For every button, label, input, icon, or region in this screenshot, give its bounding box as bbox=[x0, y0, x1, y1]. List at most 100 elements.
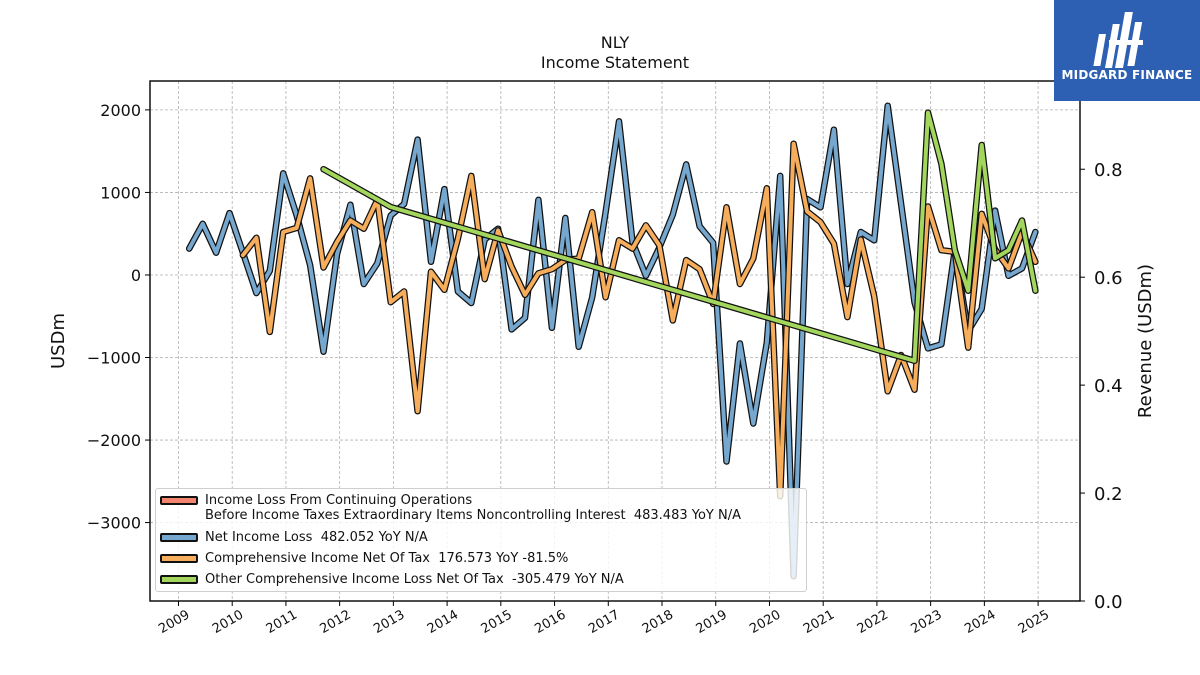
data-point bbox=[255, 237, 257, 239]
data-point bbox=[1021, 267, 1023, 269]
y2-tick-label: 0.4 bbox=[1094, 376, 1123, 397]
data-point bbox=[846, 283, 849, 285]
data-point bbox=[766, 187, 768, 189]
data-point bbox=[309, 177, 311, 179]
data-point bbox=[725, 460, 728, 463]
data-point bbox=[296, 227, 298, 229]
data-point bbox=[282, 231, 284, 233]
data-point bbox=[940, 343, 943, 345]
data-point bbox=[967, 347, 969, 349]
data-point bbox=[524, 294, 526, 296]
data-point bbox=[806, 210, 808, 212]
series-line bbox=[187, 103, 1038, 579]
data-point bbox=[927, 347, 929, 349]
legend-item: Net Income Loss 482.052 YoY N/A bbox=[160, 530, 428, 545]
data-point bbox=[913, 389, 916, 391]
axes bbox=[149, 80, 1081, 602]
data-point bbox=[1007, 267, 1010, 269]
data-point bbox=[591, 211, 593, 213]
data-point bbox=[591, 296, 593, 298]
data-point bbox=[793, 143, 795, 145]
data-point bbox=[349, 204, 351, 206]
data-point bbox=[390, 301, 392, 303]
data-point bbox=[390, 214, 392, 217]
legend-swatch bbox=[160, 533, 198, 542]
data-point bbox=[712, 242, 714, 244]
y-tick-label: 0 bbox=[131, 266, 141, 285]
data-point bbox=[967, 290, 969, 292]
data-point bbox=[1034, 231, 1036, 233]
data-point bbox=[981, 213, 983, 215]
data-point bbox=[1021, 219, 1023, 222]
data-point bbox=[443, 188, 445, 190]
data-point bbox=[618, 239, 620, 241]
data-point bbox=[833, 243, 835, 245]
data-point bbox=[578, 346, 580, 348]
plot-frame bbox=[149, 80, 1081, 602]
x-tick-label: 2010 bbox=[210, 607, 246, 637]
x-tick-label: 2022 bbox=[855, 607, 891, 637]
data-point bbox=[551, 268, 553, 270]
data-point bbox=[511, 266, 513, 268]
data-point bbox=[873, 295, 875, 297]
data-point bbox=[537, 199, 540, 201]
data-point bbox=[363, 228, 365, 230]
data-point bbox=[994, 257, 996, 259]
data-point bbox=[403, 290, 405, 293]
y-tick-label: 1000 bbox=[100, 183, 141, 202]
data-point bbox=[739, 342, 741, 345]
data-point bbox=[940, 249, 943, 251]
data-point bbox=[1007, 275, 1010, 277]
logo-text: MIDGARD FINANCE bbox=[1061, 68, 1193, 82]
legend-label: Income Loss From Continuing Operations B… bbox=[205, 493, 741, 523]
data-point bbox=[403, 203, 405, 205]
data-point bbox=[658, 244, 660, 246]
data-point bbox=[685, 259, 687, 261]
data-point bbox=[1034, 290, 1036, 292]
data-point bbox=[1007, 249, 1010, 251]
data-point bbox=[927, 112, 929, 114]
data-point bbox=[685, 163, 687, 165]
data-point bbox=[887, 390, 889, 392]
data-point bbox=[645, 275, 647, 277]
data-point bbox=[470, 175, 472, 177]
data-point bbox=[282, 172, 284, 174]
data-point bbox=[497, 229, 499, 231]
legend-item: Other Comprehensive Income Loss Net Of T… bbox=[160, 572, 624, 587]
data-point bbox=[524, 317, 526, 319]
data-point bbox=[484, 278, 486, 280]
brand-logo: MIDGARD FINANCE bbox=[1054, 0, 1200, 101]
x-tick-label: 2017 bbox=[586, 607, 622, 637]
data-point bbox=[739, 283, 741, 285]
data-point bbox=[537, 272, 540, 274]
data-point bbox=[981, 144, 983, 146]
x-tick-label: 2024 bbox=[962, 607, 998, 637]
data-point bbox=[913, 360, 916, 362]
data-point bbox=[443, 289, 445, 291]
y-axis-ticks: 2000 1000 0 −1000 −2000 −3000 bbox=[87, 101, 150, 533]
data-point bbox=[470, 302, 472, 304]
series-layer bbox=[185, 102, 1039, 580]
legend-item: Comprehensive Income Net Of Tax 176.573 … bbox=[160, 551, 568, 566]
data-point bbox=[631, 248, 634, 250]
data-point bbox=[322, 266, 325, 269]
data-point bbox=[887, 105, 889, 107]
data-point bbox=[645, 224, 647, 226]
data-point bbox=[1034, 261, 1036, 263]
y2-tick-label: 0.6 bbox=[1094, 268, 1123, 289]
data-point bbox=[551, 327, 553, 329]
data-point bbox=[766, 342, 768, 344]
legend-swatch bbox=[160, 496, 198, 505]
y-tick-label: −1000 bbox=[87, 349, 141, 368]
data-point bbox=[228, 212, 231, 214]
data-point bbox=[430, 261, 432, 263]
legend-item: Income Loss From Continuing Operations B… bbox=[160, 493, 741, 523]
logo-mark-icon bbox=[1093, 12, 1143, 68]
data-point bbox=[940, 163, 943, 165]
data-point bbox=[511, 328, 513, 330]
data-point bbox=[605, 211, 607, 213]
data-point bbox=[336, 253, 338, 255]
x-tick-label: 2009 bbox=[156, 607, 192, 637]
y-tick-label: −2000 bbox=[87, 431, 141, 450]
data-point bbox=[269, 331, 271, 333]
